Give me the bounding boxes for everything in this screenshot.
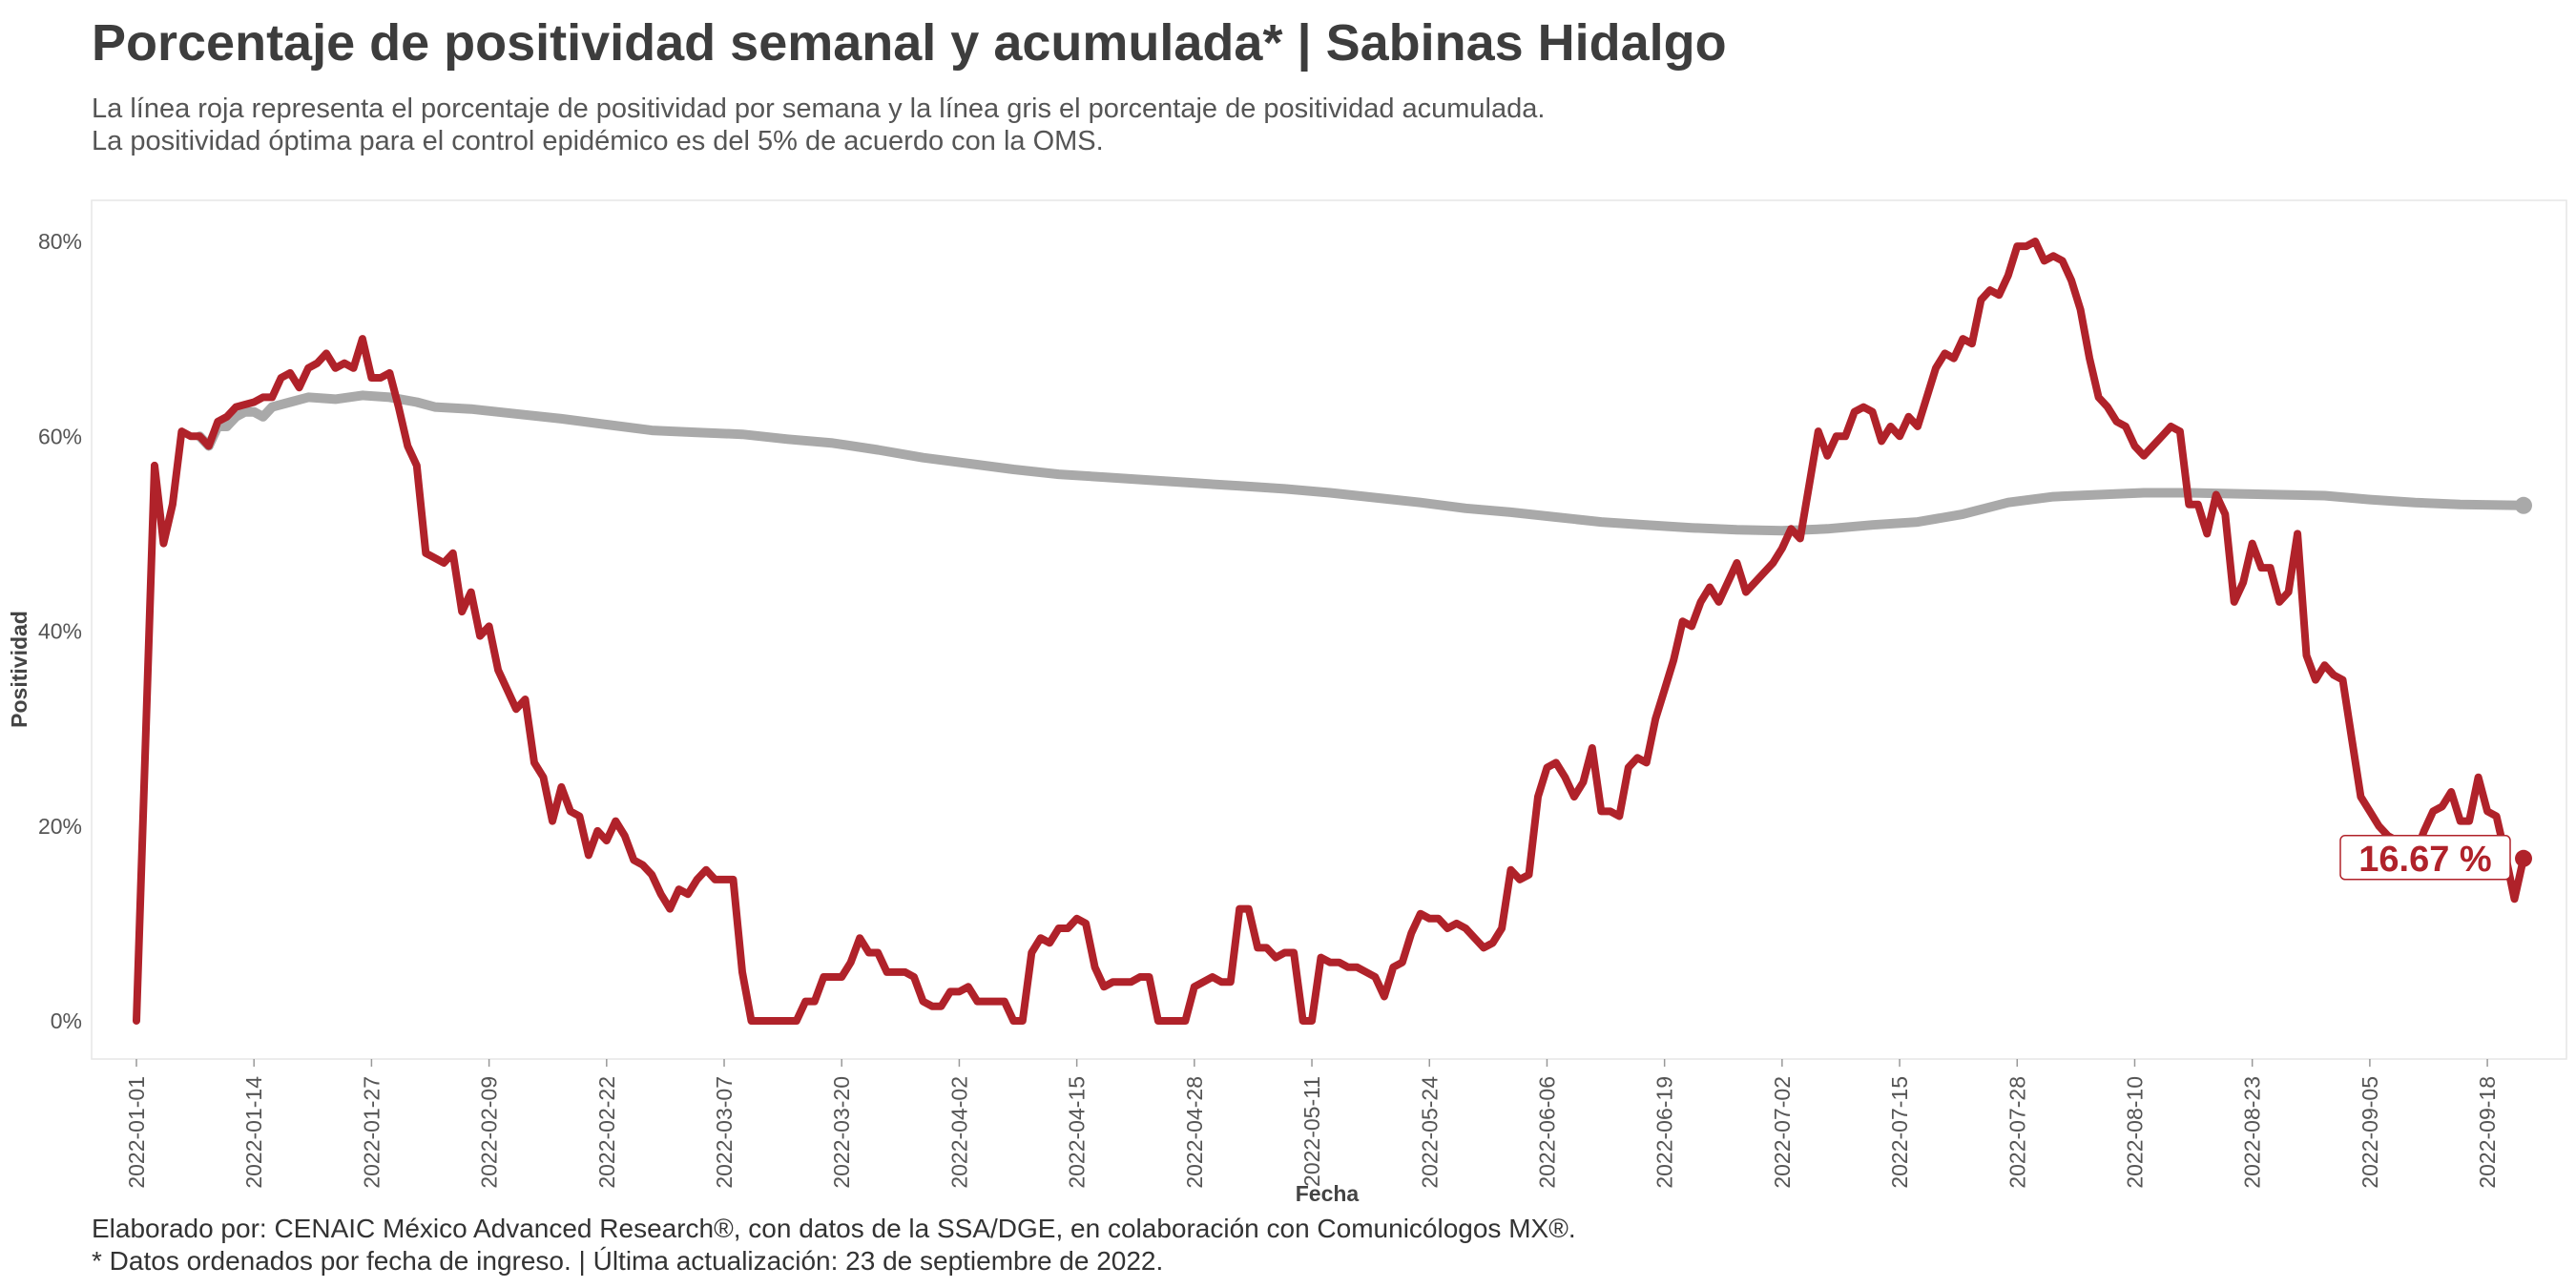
x-tick-label: 2022-07-15 <box>1887 1076 1912 1189</box>
x-tick-label: 2022-07-02 <box>1770 1076 1795 1189</box>
x-tick-label: 2022-06-19 <box>1652 1076 1677 1189</box>
plot-panel <box>91 199 2567 1060</box>
weekly-endpoint-marker <box>2515 849 2532 867</box>
chart-subtitle-line-2: La positividad óptima para el control ep… <box>92 126 1104 156</box>
x-tick-label: 2022-04-15 <box>1065 1076 1090 1189</box>
x-tick-label: 2022-05-11 <box>1299 1076 1324 1187</box>
x-tick-label: 2022-01-14 <box>241 1076 266 1189</box>
x-tick-label: 2022-03-07 <box>712 1076 737 1189</box>
y-tick-label: 0% <box>51 1008 82 1033</box>
weekly-positivity-line <box>133 238 2527 1025</box>
x-tick-label: 2022-09-18 <box>2475 1076 2500 1189</box>
end-value-label: 16.67 % <box>2358 840 2491 880</box>
end-value-label-box <box>2339 835 2511 881</box>
chart-subtitle-line-1: La línea roja representa el porcentaje d… <box>92 93 1546 124</box>
x-tick-label: 2022-07-28 <box>2005 1076 2029 1189</box>
x-tick-label: 2022-09-05 <box>2358 1076 2382 1189</box>
cumulative-endpoint-marker <box>2515 496 2532 514</box>
x-tick-label: 2022-06-06 <box>1534 1076 1559 1189</box>
y-tick-label: 80% <box>38 229 82 254</box>
cumulative-positivity-line <box>195 390 2528 536</box>
y-tick-label: 40% <box>38 619 82 644</box>
y-tick-label: 20% <box>38 814 82 839</box>
x-tick-label: 2022-01-01 <box>124 1076 149 1189</box>
x-tick-label: 2022-04-02 <box>946 1076 971 1189</box>
x-tick-label: 2022-03-20 <box>829 1076 854 1189</box>
source-caption: Elaborado por: CENAIC México Advanced Re… <box>92 1214 1576 1243</box>
x-tick-label: 2022-02-09 <box>477 1076 502 1189</box>
x-tick-label: 2022-08-23 <box>2240 1076 2265 1189</box>
x-tick-label: 2022-08-10 <box>2122 1076 2147 1189</box>
notes-caption: * Datos ordenados por fecha de ingreso. … <box>92 1246 1164 1276</box>
x-axis-label: Fecha <box>1296 1181 1360 1206</box>
x-tick-label: 2022-01-27 <box>359 1076 384 1189</box>
y-axis-label: Positividad <box>7 611 31 728</box>
y-tick-label: 60% <box>38 424 82 448</box>
x-tick-label: 2022-02-22 <box>594 1076 619 1189</box>
x-tick-label: 2022-04-28 <box>1182 1076 1207 1189</box>
chart-title: Porcentaje de positividad semanal y acum… <box>92 14 1727 72</box>
x-tick-label: 2022-05-24 <box>1417 1076 1442 1189</box>
line-chart: 0% 20% 40% 60% 80% 2022-01-01 2022-01-14 2022-0… <box>7 199 2567 1206</box>
